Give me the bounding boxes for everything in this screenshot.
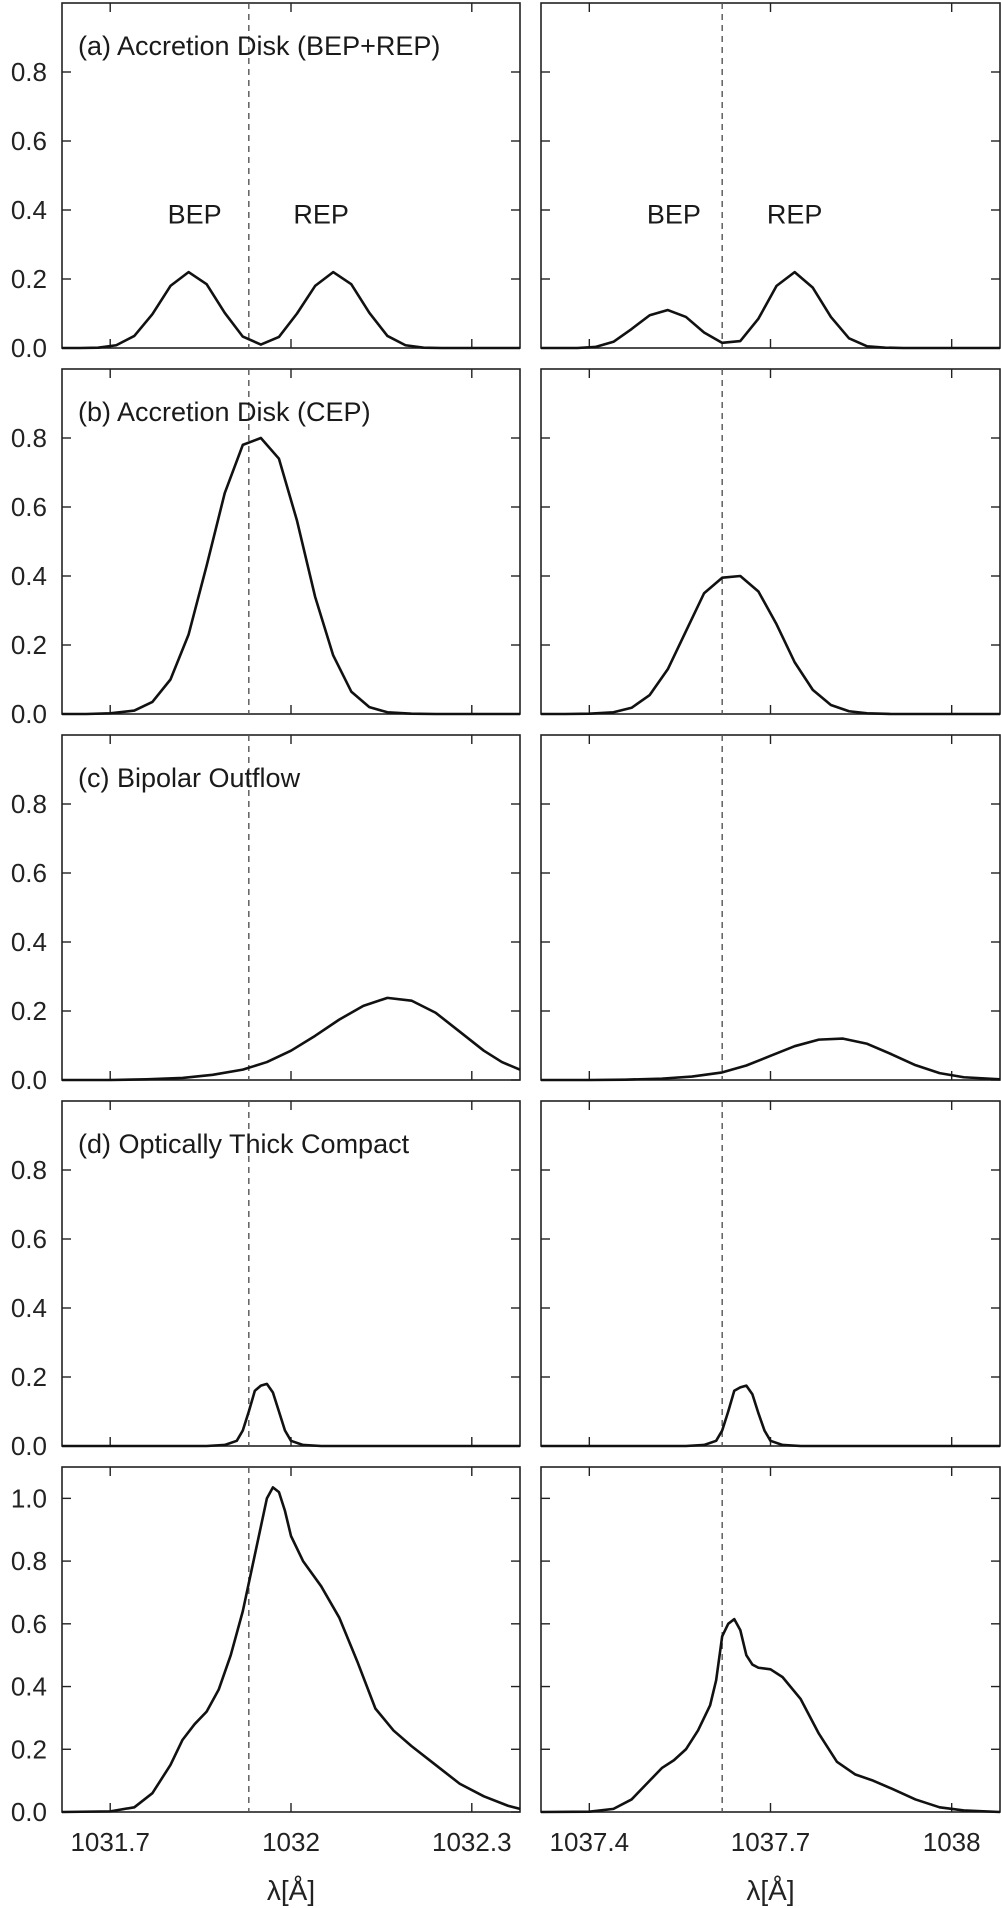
panel-r2-c0: (c) Bipolar Outflow bbox=[61, 734, 521, 1082]
panel-r3-c0: (d) Optically Thick Compact bbox=[61, 1100, 521, 1448]
plot-layer: 0.0 0.2 0.4 0.6 0.8 BEP REP (a) Accretion Disk … bbox=[11, 2, 1001, 1857]
y-tick-label: 0.8 bbox=[11, 57, 47, 87]
y-tick-label: 0.4 bbox=[11, 195, 47, 225]
profile-curve bbox=[541, 1037, 1001, 1082]
profile-curve bbox=[541, 1384, 1000, 1448]
panel-r1-c0: (b) Accretion Disk (CEP) bbox=[61, 368, 521, 716]
y-tick-label: 0.6 bbox=[11, 126, 47, 156]
y-tick-label: 0.8 bbox=[11, 1546, 47, 1576]
y-tick-label: 0.8 bbox=[11, 1155, 47, 1185]
profile-curve bbox=[61, 1486, 521, 1814]
y-tick-label: 0.2 bbox=[11, 1734, 47, 1764]
x-axis-label-right: λ[Å] bbox=[746, 1875, 794, 1906]
profile-curve bbox=[62, 270, 520, 350]
y-tick-label: 0.4 bbox=[11, 927, 47, 957]
panel-r1-c1 bbox=[540, 368, 1001, 716]
y-tick-label: 0.0 bbox=[11, 1431, 47, 1461]
profile-curve bbox=[541, 270, 1000, 350]
panel-frame bbox=[540, 734, 1001, 1081]
x-tick-label: 1032 bbox=[262, 1827, 320, 1857]
panel-r2-c1 bbox=[540, 734, 1001, 1082]
x-tick-label: 1032.3 bbox=[432, 1827, 512, 1857]
x-tick-label: 1031.7 bbox=[70, 1827, 150, 1857]
y-tick-label: 0.8 bbox=[11, 423, 47, 453]
profile-curve bbox=[62, 436, 520, 716]
profile-curve bbox=[62, 1382, 520, 1448]
y-tick-label: 0.6 bbox=[11, 858, 47, 888]
x-tick-label: 1037.4 bbox=[550, 1827, 630, 1857]
y-tick-label: 0.2 bbox=[11, 996, 47, 1026]
panel-r0-c0: BEP REP (a) Accretion Disk (BEP+REP) bbox=[61, 2, 521, 350]
peak-annotation: REP bbox=[293, 199, 349, 229]
panel-r4-c1 bbox=[540, 1466, 1001, 1814]
panel-label: (a) Accretion Disk (BEP+REP) bbox=[78, 31, 440, 61]
y-tick-label: 0.0 bbox=[11, 333, 47, 363]
panel-r3-c1 bbox=[540, 1100, 1001, 1448]
y-tick-label: 0.4 bbox=[11, 1293, 47, 1323]
peak-annotation: BEP bbox=[647, 199, 701, 229]
panel-label: (d) Optically Thick Compact bbox=[78, 1129, 410, 1159]
y-tick-label: 0.0 bbox=[11, 1065, 47, 1095]
peak-annotation: BEP bbox=[168, 199, 222, 229]
panel-frame bbox=[540, 368, 1001, 715]
y-tick-label: 0.0 bbox=[11, 1797, 47, 1827]
peak-annotation: REP bbox=[767, 199, 823, 229]
x-axis-label-left: λ[Å] bbox=[267, 1875, 315, 1906]
y-tick-label: 0.6 bbox=[11, 492, 47, 522]
panel-label: (c) Bipolar Outflow bbox=[78, 763, 301, 793]
y-tick-label: 0.8 bbox=[11, 789, 47, 819]
panel-label: (b) Accretion Disk (CEP) bbox=[78, 397, 371, 427]
y-tick-label: 0.0 bbox=[11, 699, 47, 729]
profile-curve bbox=[62, 996, 521, 1082]
y-tick-label: 1.0 bbox=[11, 1483, 47, 1513]
profile-curve bbox=[541, 574, 1000, 716]
x-tick-label: 1038 bbox=[923, 1827, 981, 1857]
y-tick-label: 0.4 bbox=[11, 1672, 47, 1702]
y-tick-label: 0.4 bbox=[11, 561, 47, 591]
y-tick-label: 0.2 bbox=[11, 630, 47, 660]
y-tick-label: 0.2 bbox=[11, 264, 47, 294]
panel-frame bbox=[540, 1100, 1001, 1447]
panel-r4-c0 bbox=[61, 1466, 521, 1814]
panel-frame bbox=[61, 1466, 521, 1813]
y-tick-label: 0.6 bbox=[11, 1224, 47, 1254]
panel-frame bbox=[540, 1466, 1001, 1813]
y-tick-label: 0.2 bbox=[11, 1362, 47, 1392]
panel-r0-c1: BEP REP bbox=[540, 2, 1001, 350]
y-tick-label: 0.6 bbox=[11, 1609, 47, 1639]
profile-curve bbox=[540, 1617, 1001, 1814]
x-tick-label: 1037.7 bbox=[731, 1827, 811, 1857]
